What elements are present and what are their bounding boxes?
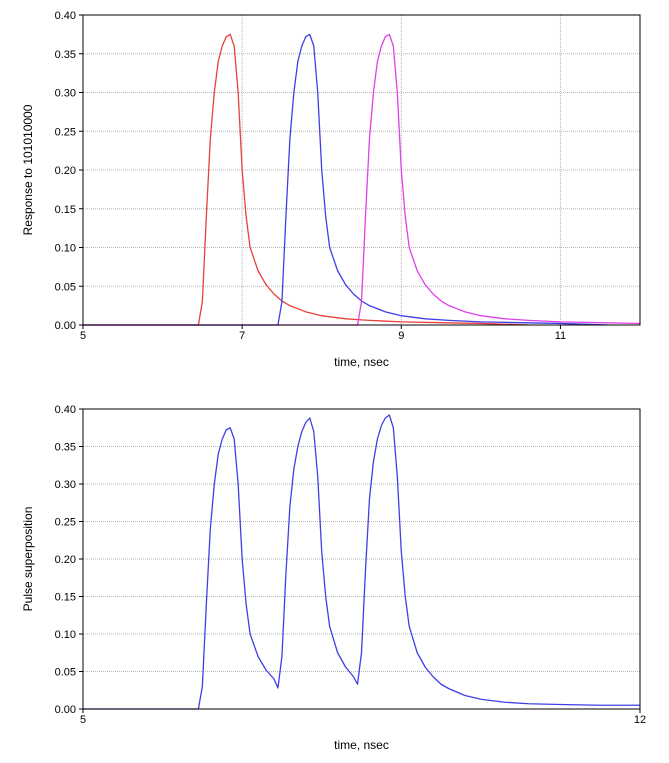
chart1-y-tick-label: 0.05 (55, 667, 76, 679)
chart1-y-tick-label: 0.30 (55, 479, 76, 491)
top-chart-panel: 0.00 0.05 0.10 0.15 0.20 0.25 0.30 0.35 0.40 5 7 9 1… (0, 0, 669, 380)
chart0-y-tick-label: 0.15 (55, 204, 76, 216)
chart0-x-axis-label: time, nsec (334, 355, 389, 369)
chart0-y-tick-label: 0.30 (55, 88, 76, 100)
chart1-x-tick-label: 5 (80, 714, 86, 726)
chart0-y-tick-label: 0.10 (55, 243, 76, 255)
chart0-series-line-3 (83, 33, 641, 326)
chart1-x-axis-label: time, nsec (334, 738, 389, 752)
chart1-x-tick-label: 12 (634, 714, 646, 726)
chart0-y-tick-label: 0.25 (55, 126, 76, 138)
chart1-series-line-1 (83, 414, 640, 710)
chart1-y-tick-label: 0.10 (55, 629, 76, 641)
chart0-y-tick-label: 0.20 (55, 165, 76, 177)
chart0-x-tick-label: 5 (80, 330, 86, 342)
chart-pulse-superposition: 0.00 0.05 0.10 0.15 0.20 0.25 0.30 0.35 0.40 5 12 t… (21, 404, 646, 752)
chart0-y-tick-label: 0.35 (55, 49, 76, 61)
chart1-y-tick-label: 0.35 (55, 442, 76, 454)
chart0-series-line-1 (83, 33, 529, 326)
chart1-y-tick-label: 0.40 (55, 404, 76, 416)
chart1-y-tick-label: 0.20 (55, 554, 76, 566)
chart0-x-tick-label: 11 (555, 330, 566, 342)
chart1-y-tick-label: 0.15 (55, 592, 76, 604)
chart1-y-tick-label: 0.25 (55, 517, 76, 529)
bottom-chart-panel: 0.00 0.05 0.10 0.15 0.20 0.25 0.30 0.35 0.40 5 12 t… (0, 390, 669, 763)
chart0-x-tick-label: 7 (239, 330, 245, 342)
chart-response-to-101010000: 0.00 0.05 0.10 0.15 0.20 0.25 0.30 0.35 0.40 5 7 9 1… (21, 10, 641, 369)
chart0-y-axis-label: Response to 101010000 (21, 104, 35, 235)
chart1-y-axis-label: Pulse superposition (21, 507, 35, 612)
chart0-y-tick-label: 0.05 (55, 281, 76, 293)
chart0-x-tick-label: 9 (398, 330, 404, 342)
chart0-series-line-2 (83, 33, 609, 326)
chart0-y-tick-label: 0.00 (55, 320, 76, 332)
chart1-y-tick-label: 0.00 (55, 704, 76, 716)
chart0-y-tick-label: 0.40 (55, 10, 76, 22)
